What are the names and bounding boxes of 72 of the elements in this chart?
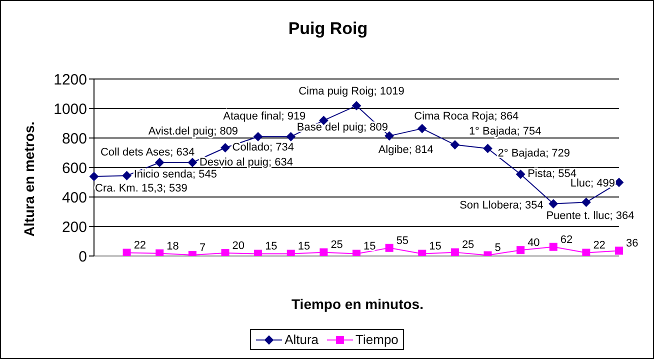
y-tick-label: 1000 [54,100,87,118]
y-axis-title: Altura en metros. [21,121,37,237]
data-label: Coll dets Ases; 634 [100,146,195,158]
point [548,199,558,208]
data-label: Desvio al puig; 634 [199,156,293,168]
point [352,250,360,256]
data-label: 15 [265,240,278,253]
data-label: Collado; 734 [232,142,294,154]
y-tick-label: 200 [62,218,87,236]
data-label: 15 [429,240,442,253]
x-axis-title: Tiempo en minutos. [290,296,424,312]
y-tick-label: 1200 [54,71,87,88]
chart-title: Puig Roig [287,19,369,39]
data-label: Inicio senda; 545 [134,168,217,181]
point [450,248,459,256]
point [450,140,460,150]
data-label: 62 [560,234,573,246]
point [254,132,263,142]
data-label: 36 [626,238,638,250]
data-label: Son Llobera; 354 [460,200,544,212]
y-tick-label: 600 [62,160,87,177]
legend-label: Tiempo [354,332,398,347]
point [122,171,132,180]
data-label: 25 [462,239,474,252]
point [483,144,492,153]
data-label: 25 [330,239,343,252]
point [615,246,623,255]
data-label: Ataque final; 919 [223,110,306,122]
data-label: Puente t. lluc; 364 [546,210,634,222]
point [516,246,525,254]
data-label: 5 [494,242,501,254]
data-label: 55 [396,234,409,247]
point [384,131,394,140]
point [582,248,590,256]
data-label: Avist.del puig; 809 [148,126,238,138]
point [122,248,131,256]
data-label: Algibe; 814 [378,144,434,156]
point [254,250,262,256]
data-label: 22 [134,240,146,252]
point [188,158,197,167]
data-label: 7 [199,242,206,254]
y-tick-label: 800 [62,130,87,148]
point [90,172,98,181]
point [286,132,296,142]
data-label: Cima Roca Roja; 864 [414,110,519,122]
point [221,249,230,256]
data-label: 40 [528,237,540,250]
point [156,249,164,256]
point [385,244,394,252]
y-tick-label: 0 [78,248,87,266]
point [516,170,526,179]
point [286,250,295,256]
point [582,198,591,207]
y-tick-label: 400 [62,189,87,206]
data-label: 2° Bajada; 729 [498,147,570,160]
point [418,250,426,256]
data-label: 22 [593,240,606,252]
data-label: Cra. Km. 15,3; 539 [95,182,188,194]
point [614,178,624,187]
data-label: 15 [364,240,376,253]
data-label: Cima puig Roig; 1019 [298,86,404,98]
point [155,158,164,167]
point [320,248,328,256]
legend-label: Altura [284,332,319,347]
data-label: 1° Bajada; 754 [468,126,542,138]
data-label: 20 [232,240,244,252]
point [418,124,427,134]
point [220,143,230,152]
point [549,242,558,251]
data-label: 18 [166,240,179,252]
point [352,101,361,110]
data-label: 15 [298,240,310,253]
